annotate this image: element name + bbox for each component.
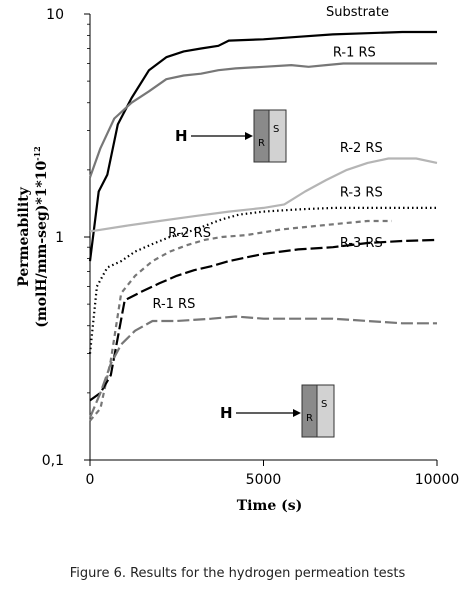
x-axis-label: Time (s) — [237, 498, 302, 514]
layer-r-label: R — [306, 413, 313, 424]
layer-r-label: R — [258, 138, 265, 149]
series-line-2 — [88, 62, 437, 178]
y-axis-label-line1: Permeability — [16, 186, 32, 286]
y-tick-label: 0,1 — [42, 453, 64, 469]
series-line-4 — [88, 206, 437, 354]
y-axis-label-line2: (molH/mm-seg)*1*10 — [34, 161, 50, 328]
series-label-7: R-1 RS — [152, 297, 195, 312]
sample-inset-1: H RS — [175, 109, 287, 163]
x-tick-label: 0 — [86, 472, 95, 488]
series-label-6: R-3 RS — [340, 236, 383, 251]
y-tick-label: 1 — [55, 230, 64, 246]
layer-s-label: S — [321, 399, 327, 410]
layer-s-block — [268, 109, 287, 163]
arrow-head-icon — [245, 132, 253, 140]
hydrogen-label: H — [220, 404, 233, 422]
layer-s-block — [316, 384, 335, 438]
layer-r-block — [253, 109, 270, 163]
sample-inset-2: H RS — [220, 384, 335, 438]
layer-r-block — [301, 384, 318, 438]
series-label-5: R-2 RS — [168, 226, 211, 241]
series-line-7 — [88, 315, 437, 419]
series-label-1: Substrate — [326, 5, 389, 20]
layer-s-label: S — [273, 124, 279, 135]
chart-insets: H RSH RS — [175, 109, 335, 438]
y-axis-label-exponent: -12 — [32, 146, 42, 160]
figure-caption: Figure 6. Results for the hydrogen perme… — [69, 566, 406, 581]
series-line-6 — [89, 238, 438, 402]
arrow-head-icon — [293, 409, 301, 417]
series-line-1 — [88, 30, 437, 262]
permeability-chart: 0,1 1 10 0 5000 10000 Time (s) Permeability (mol… — [16, 5, 459, 514]
chart-series-labels: Substrate R-1 RS R-2 RS R-3 RS R-2 RS R-3 RS R… — [152, 5, 389, 312]
chart-axes: 0,1 1 10 0 5000 10000 Time (s) Permeability (mol… — [16, 7, 459, 514]
series-line-5 — [89, 219, 392, 422]
x-tick-label: 5000 — [246, 472, 282, 488]
series-label-2: R-1 RS — [333, 45, 376, 60]
series-line-3 — [89, 157, 438, 233]
y-axis-label: Permeability (molH/mm-seg)*1*10-12 — [16, 146, 50, 327]
y-tick-label: 10 — [46, 7, 64, 23]
chart-series — [88, 30, 438, 422]
hydrogen-label: H — [175, 127, 188, 145]
series-label-3: R-2 RS — [340, 141, 383, 156]
x-tick-label: 10000 — [415, 472, 460, 488]
series-label-4: R-3 RS — [340, 185, 383, 200]
